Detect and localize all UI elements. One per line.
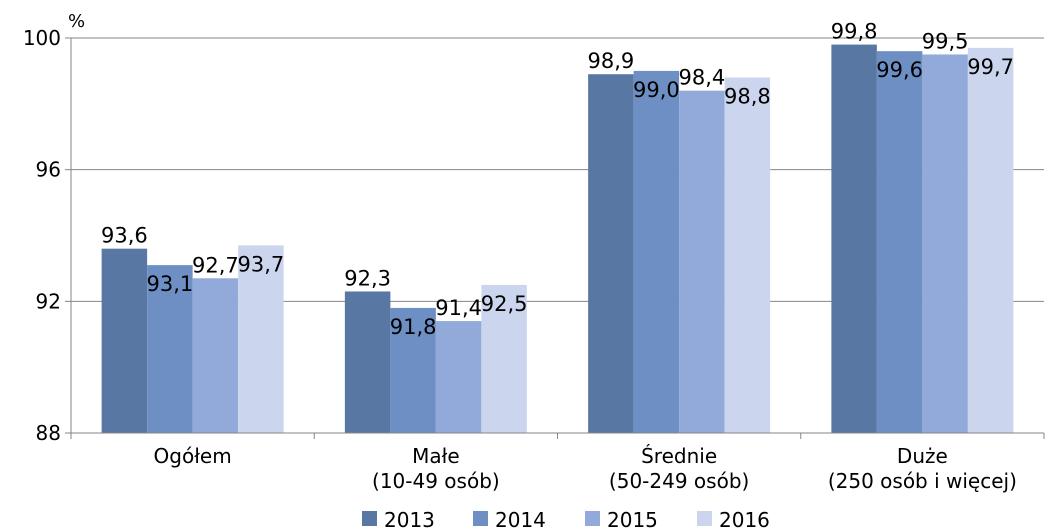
y-tick-label: 96 [36, 158, 61, 182]
legend-swatch-2015 [585, 511, 600, 526]
data-label: 93,7 [237, 252, 284, 276]
bar-2013-0 [101, 248, 148, 433]
bar-2014-2 [633, 70, 680, 434]
x-tick-label: (10-49 osób) [372, 469, 500, 493]
bar-2015-1 [435, 321, 482, 433]
data-label: 99,5 [922, 29, 969, 53]
y-axis: % 88 92 96 100 [23, 11, 85, 445]
bar-2013-2 [588, 74, 634, 433]
bar-2015-3 [922, 54, 968, 433]
bar-2015-2 [679, 90, 725, 434]
data-label: 98,9 [587, 49, 634, 73]
bar-2014-0 [147, 265, 193, 433]
data-label: 93,1 [146, 272, 193, 296]
legend-swatch-2013 [362, 511, 377, 526]
data-label: 99,6 [876, 58, 923, 82]
x-tick-label: Średnie [641, 444, 717, 468]
y-tick-label: 92 [36, 289, 61, 313]
x-axis: Ogółem Małe(10-49 osób) Średnie(50-249 osó… [70, 432, 1045, 493]
legend-label: 2016 [719, 508, 770, 530]
legend-swatch-2016 [697, 511, 712, 526]
legend-label: 2013 [384, 508, 435, 530]
data-label: 91,4 [435, 296, 482, 320]
legend-label: 2015 [607, 508, 658, 530]
bar-2016-3 [967, 47, 1014, 433]
x-tick-label: Małe [412, 444, 460, 468]
bar-2014-3 [876, 51, 923, 434]
bar-2016-0 [238, 245, 284, 433]
data-labels: 93,6 92,3 98,9 99,8 93,1 91,8 99,0 99,6 92,7 91,4… [101, 20, 1014, 339]
legend: 2013 2014 2015 2016 [362, 508, 770, 530]
y-tick-label: 88 [36, 421, 61, 445]
bar-2013-3 [831, 44, 877, 433]
y-axis-unit-label: % [68, 11, 85, 32]
data-label: 98,8 [724, 85, 771, 109]
x-tick-label: (50-249 osób) [609, 469, 749, 493]
bar-2016-2 [724, 77, 771, 433]
legend-label: 2014 [495, 508, 546, 530]
data-label: 92,3 [344, 266, 391, 290]
data-label: 91,8 [390, 315, 437, 339]
x-tick-label: (250 osób i więcej) [828, 469, 1017, 493]
bar-2013-1 [344, 291, 391, 433]
bar-2016-1 [481, 284, 527, 433]
bars [101, 44, 1014, 434]
data-label: 99,0 [633, 78, 680, 102]
bar-2015-0 [192, 278, 239, 433]
bar-2014-1 [390, 307, 436, 433]
data-label: 92,7 [192, 253, 239, 277]
data-label: 99,7 [967, 55, 1014, 79]
data-label: 93,6 [101, 224, 148, 248]
y-tick-label: 100 [23, 26, 61, 50]
data-label: 92,5 [481, 292, 528, 316]
data-label: 98,4 [678, 66, 725, 90]
x-tick-label: Duże [897, 444, 948, 468]
x-tick-label: Ogółem [154, 444, 232, 468]
legend-swatch-2014 [473, 511, 488, 526]
data-label: 99,8 [831, 20, 878, 44]
